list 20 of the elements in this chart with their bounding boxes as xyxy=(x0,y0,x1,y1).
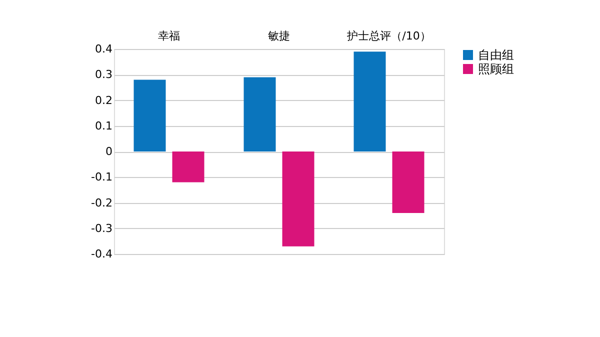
y-tick-label: 0.4 xyxy=(95,42,112,56)
bar xyxy=(172,152,204,182)
y-tick-label: 0.1 xyxy=(95,119,112,132)
x-tick-label: 护士总评（/10） xyxy=(346,30,431,42)
bar xyxy=(282,152,314,246)
y-tick-label: -0.1 xyxy=(91,170,112,184)
y-tick-label: 0.2 xyxy=(95,94,112,107)
y-tick-label: 0.3 xyxy=(95,68,112,82)
legend-label: 照顾组 xyxy=(478,62,514,76)
y-tick-label: -0.2 xyxy=(91,196,112,210)
y-tick-label: -0.3 xyxy=(91,222,112,235)
y-tick-label: 0 xyxy=(106,145,112,158)
y-tick-label: -0.4 xyxy=(91,248,112,260)
bar xyxy=(244,77,276,152)
bar xyxy=(392,152,424,213)
x-tick-label: 敏捷 xyxy=(268,30,290,42)
legend-label: 自由组 xyxy=(478,48,514,62)
x-tick-label: 幸福 xyxy=(158,30,180,42)
bar xyxy=(354,52,386,152)
bar xyxy=(134,80,166,152)
